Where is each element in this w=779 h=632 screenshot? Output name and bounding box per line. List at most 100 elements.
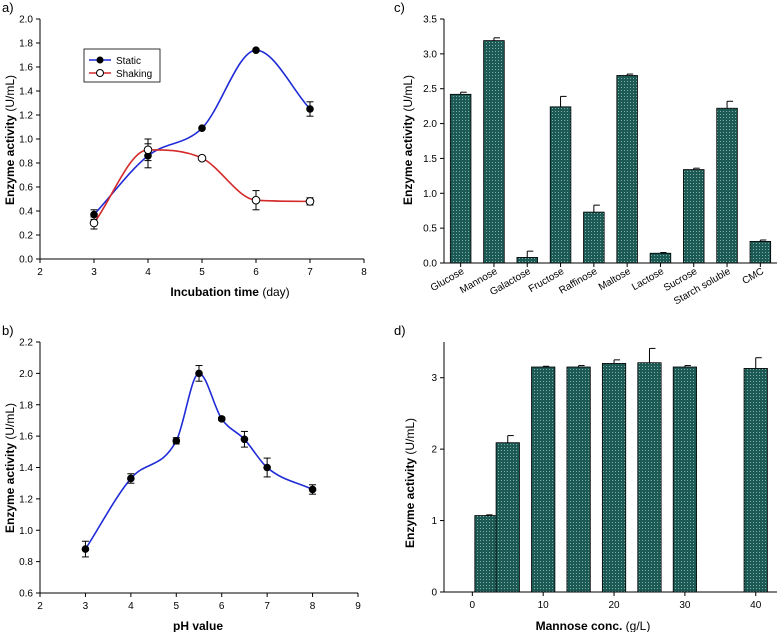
y-axis-label: Enzyme activity (U/mL) [401,75,415,205]
y-tick-label: 1 [431,516,437,527]
x-tick-label: 3 [91,267,97,278]
bar [716,107,738,264]
y-tick-label: 1.6 [19,432,33,443]
y-tick-label: 0.2 [19,231,33,242]
y-tick-label: 0.8 [19,557,33,568]
x-tick-label: Starch soluble [672,266,733,307]
data-point [89,218,99,228]
bar [649,252,672,264]
y-tick-label: 0.6 [19,183,33,194]
y-axis-label: Enzyme activity (U/mL) [403,418,417,548]
bar [583,211,605,264]
bar [495,442,520,593]
legend: Static Shaking [83,48,161,83]
bar [566,366,591,593]
data-point [197,153,207,163]
y-tick-label: 1.8 [19,400,33,411]
series-line-static [93,49,311,216]
y-tick-label: 2 [431,445,437,456]
data-point [195,369,203,378]
bar [672,366,697,593]
y-tick-label: 0.5 [423,224,437,235]
y-tick-label: 2.0 [423,119,437,130]
y-tick-label: 0.0 [19,255,33,266]
y-tick-label: 1.0 [423,189,437,200]
x-tick-label: 6 [219,601,225,612]
data-point [198,124,206,132]
bar [474,515,499,593]
panel-label: c) [394,0,405,15]
y-axis-label: Enzyme activity (U/mL) [3,403,17,533]
y-tick-label: 0.4 [19,207,33,218]
panel-a: a) 0.0 0.2 0.4 0.6 0.8 1.0 1.2 1.4 1.6 1.8 2.0 2 3 4 5… [2,0,367,299]
data-point [308,485,317,494]
bar [743,368,768,593]
x-tick-label: 40 [750,600,762,611]
bar [637,362,662,593]
x-tick-label: 6 [253,267,259,278]
y-tick-label: 1.0 [19,526,33,537]
bar [449,93,472,264]
x-tick-label: 2 [37,267,43,278]
x-tick-label: 4 [128,601,134,612]
x-axis-label: pH value [173,619,223,632]
data-point [127,474,135,483]
bar [601,363,627,593]
x-tick-label: 7 [264,601,270,612]
panel-label: d) [394,323,406,338]
x-tick-label: 5 [174,601,180,612]
legend-label-shaking: Shaking [116,69,152,80]
data-point [217,415,226,423]
series-line-ph [84,372,313,550]
bar [683,169,705,264]
x-tick-label: 30 [679,600,691,611]
panel-c: c) 0.00.51.01.52.02.53.03.5GlucoseMannos… [394,0,777,307]
data-point [252,46,260,54]
data-point [143,145,153,155]
y-axis-label: Enzyme activity (U/mL) [3,75,17,205]
bar [549,106,572,264]
x-tick-label: 3 [83,601,89,612]
y-tick-label: 1.2 [19,111,33,122]
x-tick-label: 7 [307,267,313,278]
x-tick-label: 10 [538,600,550,611]
x-tick-label: Lactose [630,266,666,293]
legend-marker-shaking [96,69,104,77]
x-axis-label: Mannose conc. (g/L) [536,619,651,632]
y-tick-label: 2.5 [423,84,437,95]
y-tick-label: 2.0 [19,15,33,26]
x-tick-label: Raffinose [557,266,599,297]
data-point [306,105,314,113]
y-tick-label: 1.0 [19,135,33,146]
y-tick-label: 0.0 [423,259,437,270]
y-tick-label: 1.5 [423,154,437,165]
x-tick-label: 20 [608,600,620,611]
y-tick-label: 1.4 [19,463,33,474]
bar [531,366,556,593]
y-tick-label: 2.2 [19,338,33,349]
data-point [240,435,249,444]
bar [483,40,505,264]
y-tick-label: 3.0 [423,49,437,60]
x-tick-label: 9 [355,601,361,612]
y-tick-label: 3 [431,373,437,384]
y-tick-label: 1.8 [19,39,33,50]
y-tick-label: 0.6 [19,589,33,600]
panel-label: a) [2,0,14,15]
y-tick-label: 1.2 [19,494,33,505]
y-tick-label: 0.8 [19,159,33,170]
y-tick-label: 0 [431,588,437,599]
legend-label-static: Static [116,56,141,67]
y-tick-label: 1.6 [19,63,33,74]
data-point [81,545,90,553]
data-point [263,463,271,472]
panel-b: b) 0.6 0.8 1.0 1.2 1.4 1.6 1.8 2.0 2.2 2 3 4 5 6 7 8 9 E… [2,323,361,632]
y-tick-label: 3.5 [423,15,437,26]
x-tick-label: 8 [361,267,367,278]
data-point [251,195,261,205]
x-tick-label: 5 [199,267,205,278]
y-tick-label: 2.0 [19,369,33,380]
x-tick-label: CMC [741,266,766,287]
